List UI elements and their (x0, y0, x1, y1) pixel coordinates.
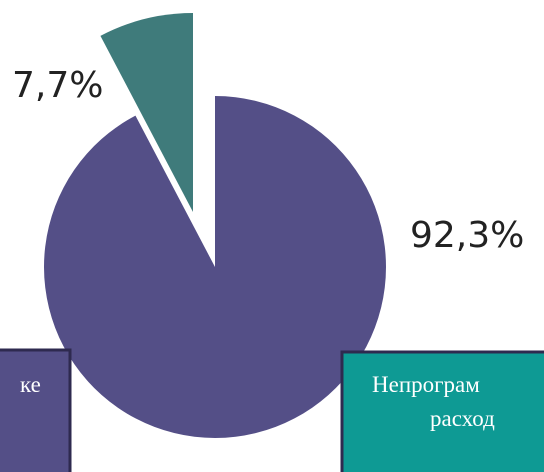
legend-label: ке (20, 372, 41, 397)
legend-box (340, 350, 544, 472)
data-label: 92,3% (410, 215, 524, 256)
legend-label: расход (430, 406, 495, 431)
pie-slice (43, 96, 387, 438)
data-label: 7,7% (12, 65, 103, 106)
legend-label: Непрограм (372, 372, 480, 397)
legend-box (0, 348, 72, 472)
pie-slice (100, 13, 193, 212)
